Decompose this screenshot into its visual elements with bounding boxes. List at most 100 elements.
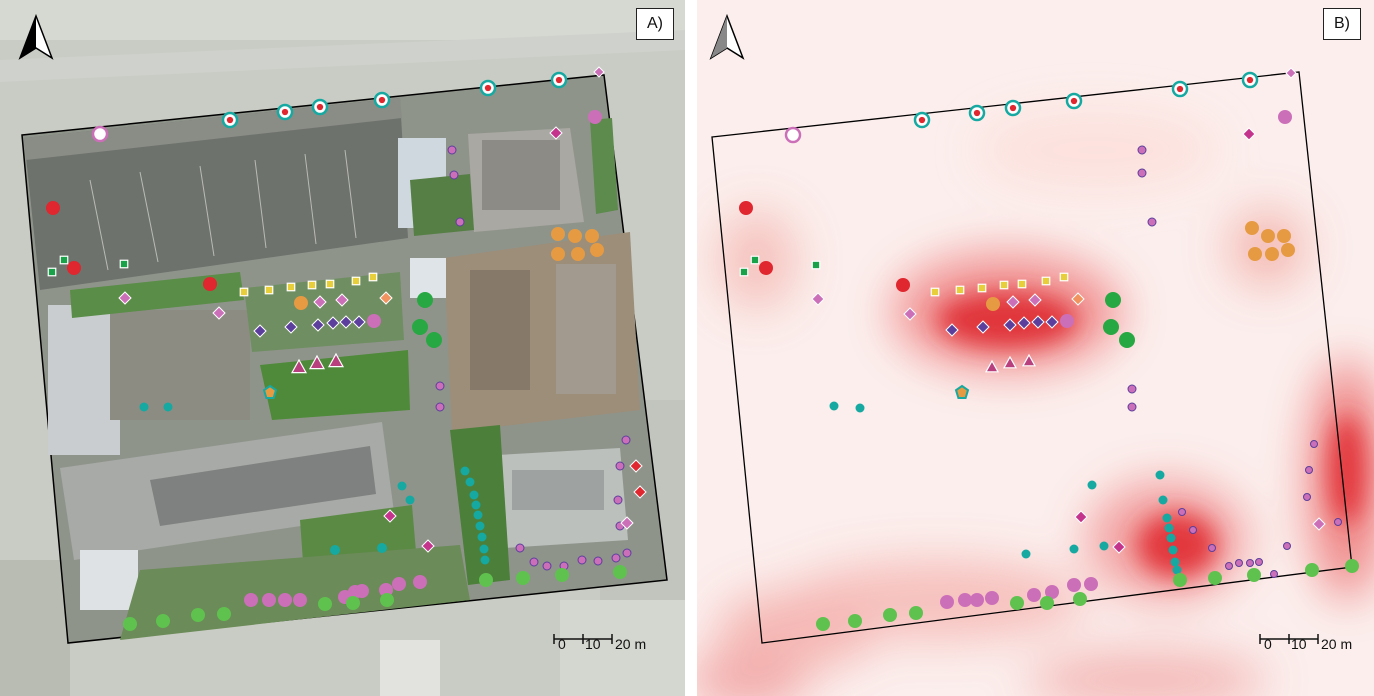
scale-line [553,634,613,644]
map-point-marker [1103,319,1119,335]
map-point-marker [1225,562,1233,570]
panel-label-a: A) [636,8,674,40]
map-point-marker [750,255,760,265]
map-point-marker [1112,540,1126,554]
map-point-marker [351,276,361,286]
map-point-marker [278,593,292,607]
map-point-marker [59,255,69,265]
map-point-marker [590,243,604,257]
map-point-marker [352,315,366,329]
map-point-marker [455,217,465,227]
map-point-marker [739,201,753,215]
map-point-marker [244,593,258,607]
map-point-marker [217,607,231,621]
scale-line [1259,634,1319,644]
map-point-marker [325,279,335,289]
map-point-marker [1168,545,1178,555]
map-point-marker [1155,470,1165,480]
map-point-marker [1172,565,1182,575]
map-point-marker [264,285,274,295]
map-point-marker [469,490,479,500]
map-point-marker [633,485,647,499]
scale-bar-a: 0 10 20 m [553,634,673,684]
map-point-marker [1270,570,1278,578]
map-point-marker [449,170,459,180]
map-point-marker [577,555,587,565]
map-point-marker [339,315,353,329]
map-point-marker [1017,279,1027,289]
map-point-marker [290,358,308,374]
map-point-marker [286,282,296,292]
panel-label-b: B) [1323,8,1361,40]
map-point-marker [1071,292,1085,306]
points-layer-a [46,66,647,631]
map-point-marker [163,402,173,412]
map-point-marker [1310,440,1318,448]
map-point-marker [460,466,470,476]
map-point-marker [896,278,910,292]
map-point-marker [1345,559,1359,573]
map-point-marker [976,320,990,334]
map-point-marker [293,593,307,607]
map-point-marker [479,544,489,554]
map-point-marker [479,573,493,587]
map-point-marker [1067,578,1081,592]
map-point-marker [1041,276,1051,286]
map-point-marker [1127,402,1137,412]
map-point-marker [313,295,327,309]
map-point-marker [383,509,397,523]
map-point-marker [1017,316,1031,330]
map-point-marker [913,111,931,129]
map-point-marker [930,287,940,297]
map-point-marker [1305,563,1319,577]
map-point-marker [1173,573,1187,587]
map-point-marker [542,561,552,571]
map-point-marker [367,314,381,328]
map-point-marker [1087,480,1097,490]
map-point-marker [958,593,972,607]
map-point-marker [1073,592,1087,606]
map-point-marker [426,332,442,348]
map-point-marker [1028,293,1042,307]
map-point-marker [330,545,340,555]
map-point-marker [585,229,599,243]
map-point-marker [848,614,862,628]
map-point-marker [555,568,569,582]
scale-bar-b: 0 10 20 m [1259,634,1374,684]
map-point-marker [380,593,394,607]
scale-tick-10: 10 [585,636,601,652]
map-point-marker [335,293,349,307]
map-point-marker [1170,557,1180,567]
map-point-marker [986,297,1000,311]
heatmap-map [697,0,1374,696]
map-point-marker [465,477,475,487]
map-point-marker [417,292,433,308]
map-point-marker [551,247,565,261]
map-point-marker [346,596,360,610]
scale-tick-20: 20 m [1321,636,1353,652]
map-point-marker [1278,110,1292,124]
map-point-marker [568,229,582,243]
map-point-marker [479,79,497,97]
map-point-marker [373,91,391,109]
map-point-marker [1065,92,1083,110]
map-point-marker [447,145,457,155]
map-point-marker [311,318,325,332]
map-point-marker [613,495,623,505]
map-point-marker [1006,295,1020,309]
map-point-marker [571,247,585,261]
map-point-marker [629,459,643,473]
map-point-marker [203,277,217,291]
map-point-marker [239,287,249,297]
map-point-marker [253,324,267,338]
map-point-marker [516,571,530,585]
map-point-marker [294,296,308,310]
map-point-marker [855,403,865,413]
map-point-marker [284,320,298,334]
map-point-marker [123,617,137,631]
map-point-marker [968,104,986,122]
map-point-marker [622,548,632,558]
map-point-marker [621,435,631,445]
map-point-marker [550,71,568,89]
map-point-marker [46,201,60,215]
